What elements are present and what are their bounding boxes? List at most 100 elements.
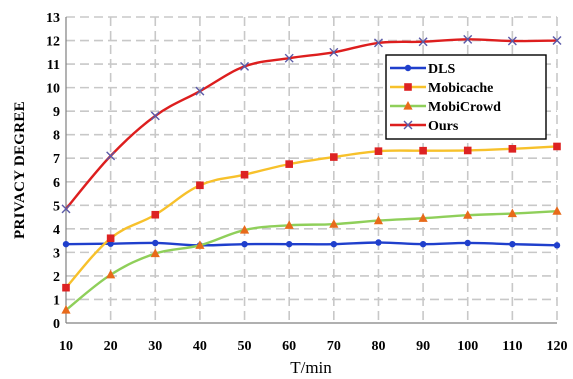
legend-marker-ours bbox=[403, 120, 413, 130]
data-point-mobicrowd bbox=[418, 213, 428, 222]
data-point-mobicache bbox=[151, 210, 160, 219]
x-tick-label: 80 bbox=[371, 339, 385, 354]
data-point-dls bbox=[375, 239, 382, 246]
legend: DLS Mobicache MobiCrowd Ours bbox=[385, 54, 547, 140]
y-tick-label: 12 bbox=[46, 35, 60, 50]
data-point-mobicache bbox=[553, 142, 561, 151]
legend-marker-dls bbox=[404, 64, 412, 72]
legend-label-dls: DLS bbox=[428, 62, 455, 77]
x-marker-stroke bbox=[373, 38, 383, 48]
data-point-mobicache bbox=[330, 153, 338, 161]
x-marker-stroke bbox=[552, 36, 562, 46]
x-tick-label: 110 bbox=[502, 339, 522, 354]
data-point-mobicrowd bbox=[463, 210, 473, 219]
data-point-ours bbox=[329, 47, 339, 57]
x-marker-stroke bbox=[195, 86, 205, 96]
x-tick-labels: 10 20 30 40 50 60 70 80 90 100 110 120 bbox=[59, 339, 568, 354]
data-point-mobicache bbox=[508, 145, 517, 153]
data-point-dls bbox=[62, 240, 70, 248]
data-point-mobicache bbox=[106, 234, 115, 243]
data-point-dls bbox=[419, 240, 427, 248]
y-tick-label: 8 bbox=[53, 129, 60, 144]
data-point-dls bbox=[464, 239, 471, 247]
x-tick-label: 70 bbox=[327, 339, 341, 354]
x-marker-stroke bbox=[463, 34, 473, 44]
y-tick-label: 0 bbox=[53, 317, 60, 332]
data-point-dls bbox=[285, 240, 293, 248]
y-axis-title: PRIVACY DEGREE bbox=[12, 101, 28, 239]
data-point-mobicache bbox=[240, 170, 249, 179]
y-tick-label: 5 bbox=[53, 199, 60, 214]
data-point-dls bbox=[152, 239, 159, 247]
x-tick-label: 40 bbox=[193, 339, 207, 354]
data-point-mobicache bbox=[374, 147, 383, 155]
data-point-ours bbox=[240, 61, 250, 71]
y-tick-label: 2 bbox=[53, 270, 60, 285]
series-line-mobicrowd bbox=[65, 209, 558, 311]
data-point-ours bbox=[106, 151, 116, 161]
x-marker-stroke bbox=[150, 111, 160, 121]
data-point-ours bbox=[552, 36, 562, 46]
x-tick-label: 90 bbox=[416, 339, 430, 354]
data-point-ours bbox=[150, 111, 160, 121]
legend-label-mobicrowd: MobiCrowd bbox=[428, 100, 501, 115]
series-line-dls bbox=[65, 241, 558, 247]
data-point-mobicrowd bbox=[195, 240, 205, 249]
y-tick-label: 1 bbox=[53, 293, 60, 308]
x-tick-label: 120 bbox=[547, 339, 568, 354]
y-tick-label: 13 bbox=[46, 11, 60, 26]
y-tick-label: 9 bbox=[53, 105, 60, 120]
data-point-dls bbox=[241, 240, 248, 248]
data-point-mobicache bbox=[62, 283, 70, 292]
legend-label-mobicache: Mobicache bbox=[428, 81, 493, 96]
x-marker-stroke bbox=[403, 120, 413, 130]
data-point-ours bbox=[418, 37, 428, 47]
legend-marker-mobicrowd bbox=[403, 101, 413, 110]
axes bbox=[65, 17, 557, 324]
x-marker-stroke bbox=[329, 47, 339, 57]
legend-marker-mobicache bbox=[404, 83, 412, 91]
x-tick-label: 50 bbox=[238, 339, 252, 354]
data-point-mobicrowd bbox=[507, 208, 517, 218]
data-point-ours bbox=[284, 53, 294, 63]
data-point-ours bbox=[195, 86, 205, 96]
data-point-ours bbox=[463, 34, 473, 44]
x-tick-label: 100 bbox=[457, 339, 478, 354]
legend-label-ours: Ours bbox=[428, 119, 459, 134]
y-tick-label: 10 bbox=[46, 82, 60, 97]
data-point-dls bbox=[330, 240, 338, 248]
x-tick-label: 30 bbox=[148, 339, 162, 354]
data-point-mobicrowd bbox=[329, 219, 339, 228]
x-marker-stroke bbox=[106, 151, 116, 161]
data-point-mobicrowd bbox=[61, 305, 71, 314]
data-point-mobicache bbox=[285, 160, 293, 168]
y-tick-label: 7 bbox=[53, 152, 60, 167]
x-marker-stroke bbox=[507, 36, 517, 46]
data-point-mobicrowd bbox=[106, 269, 116, 279]
series-line-ours bbox=[65, 38, 558, 210]
data-point-mobicrowd bbox=[150, 248, 160, 258]
y-tick-label: 6 bbox=[53, 176, 60, 191]
data-point-dls bbox=[107, 240, 114, 247]
data-point-mobicache bbox=[419, 146, 427, 155]
x-tick-label: 20 bbox=[104, 339, 118, 354]
y-tick-label: 11 bbox=[47, 58, 60, 73]
data-point-mobicache bbox=[196, 181, 204, 190]
data-point-ours bbox=[373, 38, 383, 48]
x-tick-label: 60 bbox=[282, 339, 296, 354]
x-axis-title: T/min bbox=[290, 358, 332, 377]
data-point-dls bbox=[509, 240, 516, 248]
data-point-ours bbox=[507, 36, 517, 46]
x-tick-label: 10 bbox=[59, 339, 73, 354]
data-point-ours bbox=[61, 204, 71, 214]
data-point-mobicrowd bbox=[239, 225, 250, 234]
y-tick-label: 4 bbox=[53, 223, 60, 238]
x-marker-stroke bbox=[418, 37, 428, 47]
data-point-mobicrowd bbox=[552, 206, 562, 215]
data-point-mobicrowd bbox=[284, 220, 294, 229]
x-marker-stroke bbox=[284, 53, 294, 63]
y-tick-label: 3 bbox=[53, 246, 60, 261]
x-marker-stroke bbox=[240, 61, 250, 71]
